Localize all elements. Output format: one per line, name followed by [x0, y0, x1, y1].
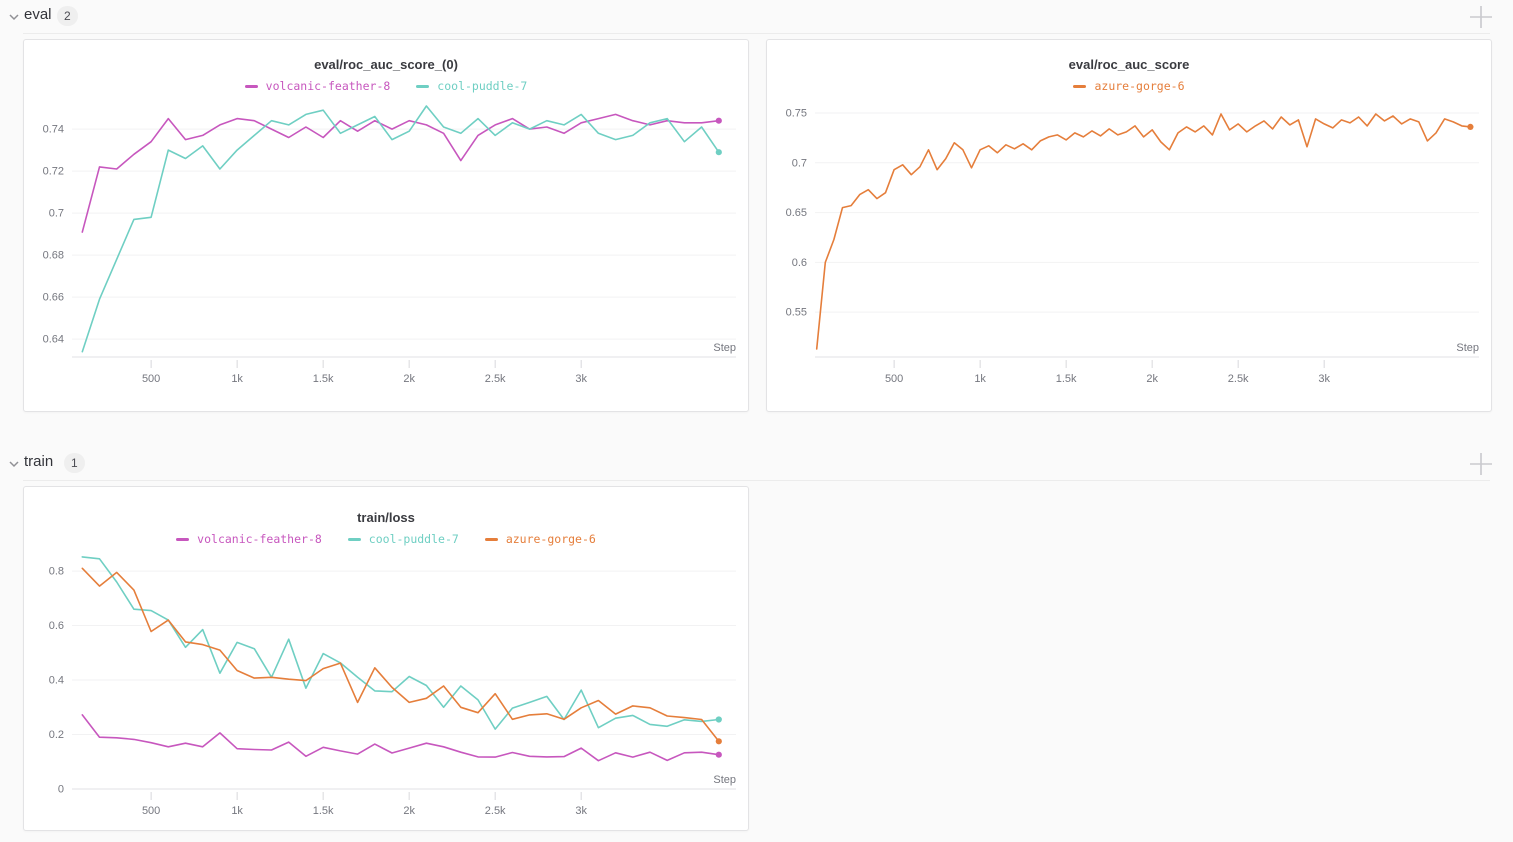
legend-run-name: azure-gorge-6 [1094, 79, 1185, 93]
series-endpoint-cool-puddle-7 [715, 149, 722, 156]
x-tick-label: 2.5k [485, 805, 506, 817]
series-endpoint-azure-gorge-6 [1467, 123, 1474, 130]
x-axis-title: Step [713, 774, 736, 786]
chart-title: train/loss [357, 510, 415, 525]
y-tick-label: 0.75 [786, 107, 807, 119]
y-tick-label: 0.74 [43, 124, 64, 136]
legend-swatch [244, 84, 258, 88]
chevron-down-icon[interactable] [6, 456, 22, 472]
section-divider [23, 33, 1490, 34]
x-tick-label: 2k [1146, 373, 1158, 385]
y-tick-label: 0.7 [49, 208, 64, 220]
y-tick-label: 0 [58, 784, 64, 796]
section-header-eval: eval 2 [0, 0, 1513, 33]
x-tick-label: 2k [403, 373, 415, 385]
section-title-train: train [24, 453, 54, 470]
y-tick-label: 0.72 [43, 166, 64, 178]
section-divider [23, 480, 1490, 481]
y-tick-label: 0.66 [43, 292, 64, 304]
chart-legend: volcanic-feather-8 cool-puddle-7 azure-gor… [24, 532, 748, 546]
x-tick-label: 500 [885, 373, 903, 385]
x-tick-label: 500 [142, 373, 160, 385]
x-tick-label: 3k [575, 373, 587, 385]
x-tick-label: 2.5k [485, 373, 506, 385]
panel-train-loss[interactable]: train/loss volcanic-feather-8 cool-puddle… [23, 486, 749, 831]
y-tick-label: 0.64 [43, 334, 64, 346]
legend-swatch [1073, 84, 1087, 88]
legend-swatch [484, 537, 498, 541]
panel-count-badge: 2 [57, 6, 78, 26]
legend-item-azure-gorge-6: azure-gorge-6 [484, 532, 596, 546]
x-axis-title: Step [1456, 342, 1479, 354]
legend-run-name: cool-puddle-7 [437, 79, 528, 93]
legend-item-volcanic-feather-8: volcanic-feather-8 [244, 79, 391, 93]
legend-run-name: volcanic-feather-8 [265, 79, 391, 93]
chart-legend: volcanic-feather-8 cool-puddle-7 [24, 79, 748, 93]
chevron-down-icon[interactable] [6, 9, 22, 25]
legend-item-cool-puddle-7: cool-puddle-7 [347, 532, 459, 546]
x-tick-label: 3k [575, 805, 587, 817]
series-endpoint-cool-puddle-7 [715, 716, 722, 723]
panel-eval-roc-auc-score-0[interactable]: eval/roc_auc_score_(0) volcanic-feather-… [23, 39, 749, 412]
panel-eval-roc-auc-score[interactable]: eval/roc_auc_score azure-gorge-6 0.75 0.7… [766, 39, 1492, 412]
y-tick-label: 0.8 [49, 566, 64, 578]
x-tick-label: 1k [231, 373, 243, 385]
y-tick-label: 0.7 [792, 157, 807, 169]
y-tick-label: 0.55 [786, 307, 807, 319]
series-line-cool-puddle-7 [81, 556, 720, 730]
x-tick-label: 2.5k [1228, 373, 1249, 385]
series-line-volcanic-feather-8 [81, 714, 720, 762]
series-endpoint-azure-gorge-6 [715, 738, 722, 745]
series-line-azure-gorge-6 [81, 567, 720, 743]
series-endpoint-volcanic-feather-8 [715, 117, 722, 124]
legend-item-volcanic-feather-8: volcanic-feather-8 [176, 532, 322, 546]
x-tick-label: 1.5k [1056, 373, 1077, 385]
chart-title: eval/roc_auc_score_(0) [314, 57, 458, 72]
x-axis-title: Step [713, 342, 736, 354]
y-tick-label: 0.6 [792, 257, 807, 269]
y-tick-label: 0.65 [786, 207, 807, 219]
chart-plot-eval-roc-auc-score[interactable]: 0.75 0.7 0.65 0.6 0.55 500 1k 1.5k 2k 2.5k 3k Step [767, 93, 1491, 401]
x-tick-label: 3k [1318, 373, 1330, 385]
legend-run-name: volcanic-feather-8 [197, 532, 322, 546]
x-tick-label: 500 [142, 805, 160, 817]
series-line-volcanic-feather-8 [81, 113, 720, 233]
section-header-train: train 1 [0, 447, 1513, 480]
y-tick-label: 0.4 [49, 675, 64, 687]
chart-legend: azure-gorge-6 [767, 79, 1491, 93]
panel-count-badge: 1 [64, 453, 85, 473]
legend-run-name: azure-gorge-6 [505, 532, 596, 546]
series-line-azure-gorge-6 [815, 113, 1472, 350]
y-tick-label: 0.2 [49, 729, 64, 741]
legend-swatch [176, 537, 190, 541]
x-tick-label: 1k [974, 373, 986, 385]
y-tick-label: 0.6 [49, 620, 64, 632]
legend-swatch [347, 537, 361, 541]
chart-plot-eval-roc-auc-score-0[interactable]: 0.74 0.72 0.7 0.68 0.66 0.64 500 1k 1.5k 2k 2.5k 3k… [24, 93, 748, 401]
x-tick-label: 2k [403, 805, 415, 817]
legend-swatch [416, 84, 430, 88]
section-title-eval: eval [24, 6, 52, 23]
chart-title: eval/roc_auc_score [1068, 57, 1190, 72]
legend-item-cool-puddle-7: cool-puddle-7 [416, 79, 527, 93]
chart-plot-train-loss[interactable]: 0.8 0.6 0.4 0.2 0 500 1k 1.5k 2k 2.5k 3k Step [24, 546, 748, 831]
legend-run-name: cool-puddle-7 [368, 532, 459, 546]
add-panel-button[interactable] [1466, 449, 1496, 479]
series-endpoint-volcanic-feather-8 [715, 751, 722, 758]
add-panel-button[interactable] [1466, 2, 1496, 32]
x-tick-label: 1.5k [313, 373, 334, 385]
y-tick-label: 0.68 [43, 250, 64, 262]
x-tick-label: 1.5k [313, 805, 334, 817]
series-line-cool-puddle-7 [81, 105, 720, 353]
legend-item-azure-gorge-6: azure-gorge-6 [1073, 79, 1185, 93]
x-tick-label: 1k [231, 805, 243, 817]
